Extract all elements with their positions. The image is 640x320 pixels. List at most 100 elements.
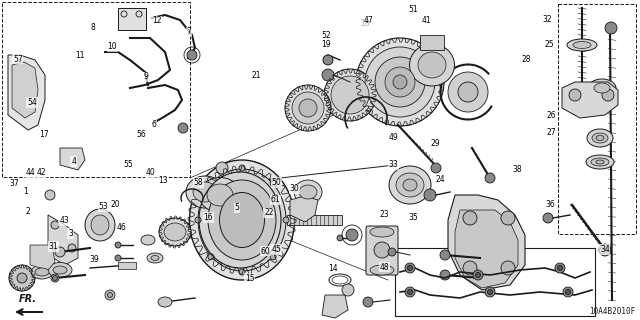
Ellipse shape <box>292 92 324 124</box>
Circle shape <box>485 287 495 297</box>
Ellipse shape <box>159 218 191 246</box>
Ellipse shape <box>31 265 53 279</box>
Ellipse shape <box>151 255 159 260</box>
Ellipse shape <box>193 182 217 202</box>
Text: 44: 44 <box>26 168 36 177</box>
Circle shape <box>488 290 493 294</box>
Circle shape <box>55 247 65 257</box>
Text: FR.: FR. <box>19 294 37 304</box>
Circle shape <box>485 173 495 183</box>
Ellipse shape <box>418 52 446 78</box>
Text: 61: 61 <box>270 196 280 204</box>
Circle shape <box>52 276 58 281</box>
Bar <box>287 215 342 225</box>
Ellipse shape <box>331 76 369 114</box>
Circle shape <box>463 261 477 275</box>
Bar <box>420 35 444 50</box>
Text: 47: 47 <box>363 16 373 25</box>
Circle shape <box>440 250 450 260</box>
Circle shape <box>367 245 373 251</box>
Ellipse shape <box>198 169 286 271</box>
Ellipse shape <box>164 223 186 241</box>
Circle shape <box>115 242 121 248</box>
Ellipse shape <box>385 67 415 97</box>
Text: 53: 53 <box>99 202 109 211</box>
Circle shape <box>563 287 573 297</box>
Text: 49: 49 <box>388 133 399 142</box>
Text: 9: 9 <box>143 72 148 81</box>
Ellipse shape <box>592 133 608 143</box>
Text: 4: 4 <box>71 157 76 166</box>
Ellipse shape <box>141 235 155 245</box>
Ellipse shape <box>208 180 276 260</box>
Ellipse shape <box>189 160 294 280</box>
Text: 32: 32 <box>542 15 552 24</box>
Text: 46: 46 <box>116 223 127 232</box>
Ellipse shape <box>588 79 616 97</box>
Polygon shape <box>448 195 525 290</box>
Ellipse shape <box>48 262 72 277</box>
Text: 55: 55 <box>123 160 133 169</box>
Circle shape <box>17 100 27 110</box>
Ellipse shape <box>370 265 394 275</box>
Circle shape <box>108 292 113 298</box>
Ellipse shape <box>596 135 604 140</box>
Circle shape <box>408 266 413 270</box>
Circle shape <box>463 211 477 225</box>
Text: 29: 29 <box>430 140 440 148</box>
FancyBboxPatch shape <box>366 226 398 275</box>
Text: 15: 15 <box>244 274 255 283</box>
Text: 51: 51 <box>408 5 419 14</box>
Text: 60: 60 <box>260 247 271 256</box>
Circle shape <box>17 273 27 283</box>
Circle shape <box>405 263 415 273</box>
Circle shape <box>374 242 390 258</box>
Ellipse shape <box>324 69 376 121</box>
Polygon shape <box>60 148 85 170</box>
Text: 30: 30 <box>289 184 300 193</box>
Circle shape <box>216 162 228 174</box>
Circle shape <box>29 85 35 91</box>
Bar <box>395 248 595 316</box>
Ellipse shape <box>147 253 163 263</box>
Text: 8: 8 <box>90 23 95 32</box>
Circle shape <box>405 287 415 297</box>
Text: 3: 3 <box>68 229 73 238</box>
Circle shape <box>208 180 214 186</box>
Ellipse shape <box>573 42 591 49</box>
Ellipse shape <box>9 265 35 291</box>
Text: 36: 36 <box>545 200 556 209</box>
Ellipse shape <box>186 176 224 208</box>
Text: 12: 12 <box>152 16 161 25</box>
Polygon shape <box>322 295 348 318</box>
Circle shape <box>322 69 334 81</box>
Circle shape <box>363 297 373 307</box>
Text: 14: 14 <box>328 264 338 273</box>
Circle shape <box>408 290 413 294</box>
Ellipse shape <box>586 155 614 169</box>
Bar <box>118 262 136 269</box>
Ellipse shape <box>356 38 444 126</box>
Text: 1: 1 <box>23 188 28 196</box>
Ellipse shape <box>396 173 424 197</box>
Circle shape <box>45 190 55 200</box>
Ellipse shape <box>594 83 610 93</box>
Circle shape <box>599 244 611 256</box>
Ellipse shape <box>370 227 394 237</box>
Text: 10A4B2010F: 10A4B2010F <box>589 307 635 316</box>
Ellipse shape <box>207 184 233 206</box>
Text: 37: 37 <box>9 180 19 188</box>
Text: 43: 43 <box>59 216 69 225</box>
Polygon shape <box>290 196 318 222</box>
Ellipse shape <box>591 158 609 166</box>
Bar <box>118 8 146 30</box>
Text: 39: 39 <box>90 255 100 264</box>
Ellipse shape <box>285 85 331 131</box>
Circle shape <box>270 180 276 186</box>
Bar <box>558 4 636 234</box>
Circle shape <box>569 89 581 101</box>
Text: 40: 40 <box>145 168 156 177</box>
Circle shape <box>605 22 617 34</box>
Text: 16: 16 <box>203 213 213 222</box>
Circle shape <box>195 217 201 223</box>
